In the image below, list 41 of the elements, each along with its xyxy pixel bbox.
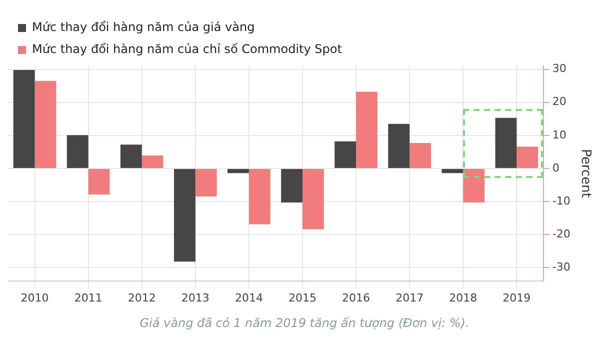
bar bbox=[228, 168, 249, 174]
bar bbox=[388, 124, 410, 168]
bar bbox=[248, 168, 270, 224]
bar bbox=[281, 168, 302, 202]
bar bbox=[516, 146, 538, 168]
bar bbox=[88, 168, 110, 195]
legend-label: Mức thay đổi hàng năm của chỉ số Commodity Spot bbox=[32, 42, 342, 56]
x-tick-label: 2018 bbox=[449, 291, 478, 304]
bar bbox=[334, 141, 356, 168]
x-tick-label: 2014 bbox=[234, 291, 263, 304]
x-tick-label: 2010 bbox=[20, 291, 49, 304]
bar bbox=[195, 168, 217, 197]
x-tick-label: 2016 bbox=[342, 291, 370, 304]
y-tick-label: -30 bbox=[552, 260, 570, 274]
bar bbox=[356, 92, 378, 168]
bar bbox=[410, 143, 431, 168]
y-tick-label: 0 bbox=[552, 161, 560, 174]
x-tick-label: 2015 bbox=[288, 291, 316, 304]
bar bbox=[495, 118, 517, 168]
y-tick-label: 10 bbox=[552, 128, 566, 142]
text: Giá vàng đã có 1 năm 2019 tăng ấn tượng (Đơn vị: %). bbox=[138, 316, 470, 330]
x-tick-label: 2012 bbox=[128, 291, 156, 304]
bar bbox=[442, 168, 464, 174]
bar bbox=[174, 168, 196, 262]
y-tick-label: -20 bbox=[552, 227, 570, 240]
y-tick-label: -10 bbox=[552, 194, 570, 208]
bar bbox=[13, 70, 35, 168]
bar bbox=[302, 168, 324, 230]
bar bbox=[120, 144, 142, 168]
x-tick-label: 2017 bbox=[396, 291, 424, 304]
y-axis-title: Percent bbox=[578, 148, 593, 198]
legend-label: Mức thay đổi hàng năm của giá vàng bbox=[32, 20, 255, 34]
x-tick-label: 2011 bbox=[74, 291, 102, 304]
bar bbox=[34, 80, 56, 168]
bar bbox=[66, 135, 88, 168]
x-tick-label: 2013 bbox=[181, 291, 210, 304]
x-tick-label: 2019 bbox=[502, 291, 531, 304]
y-tick-label: 30 bbox=[552, 62, 566, 76]
bar bbox=[142, 156, 164, 168]
y-tick-label: 20 bbox=[552, 95, 566, 108]
bar bbox=[463, 168, 485, 202]
